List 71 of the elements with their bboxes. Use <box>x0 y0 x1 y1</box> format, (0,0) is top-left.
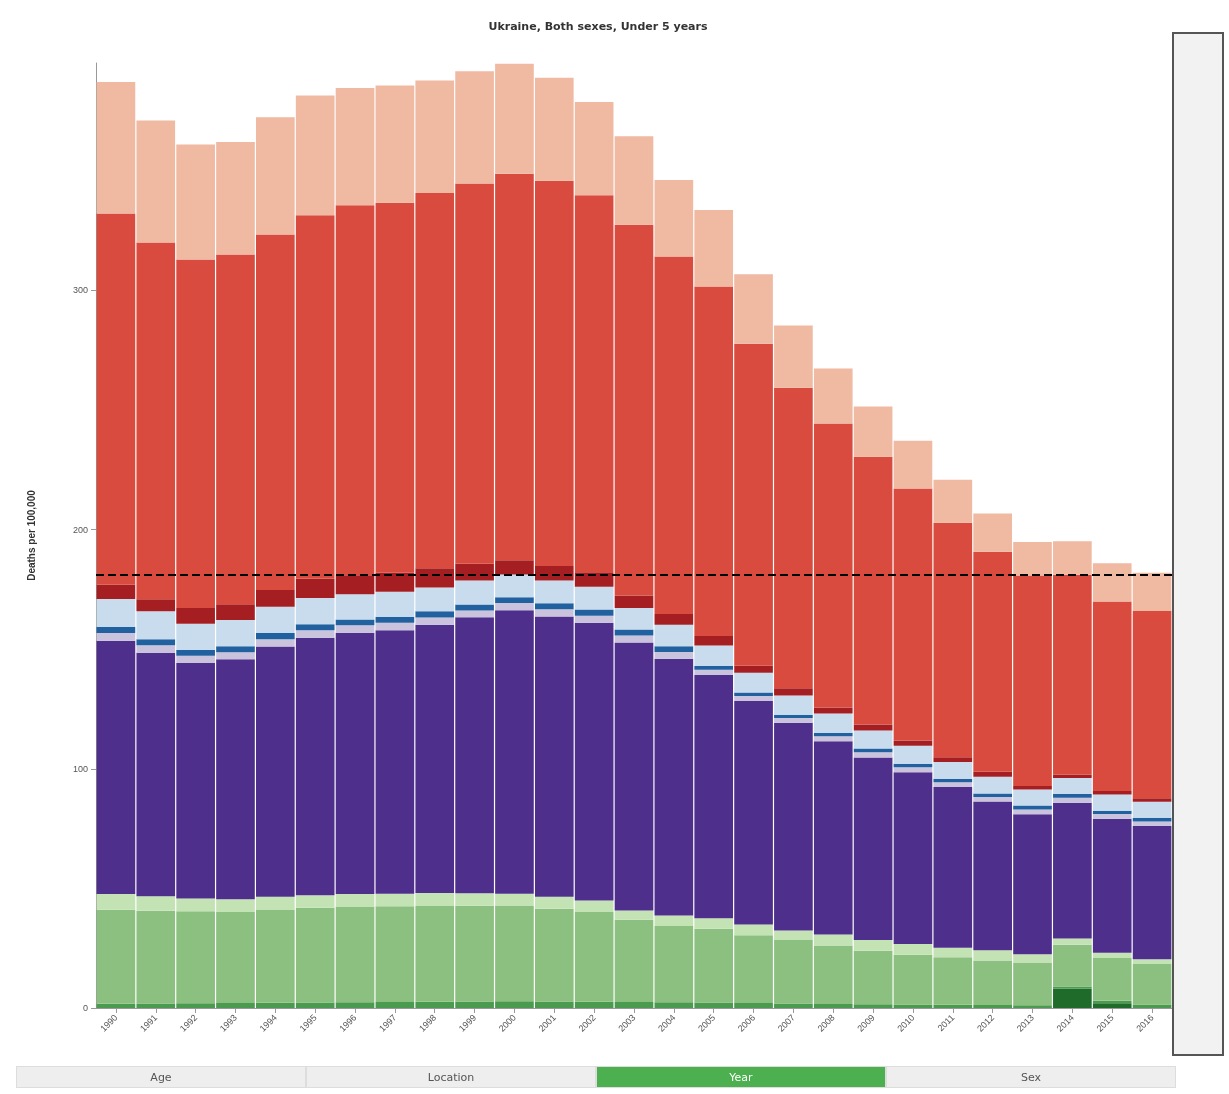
bar <box>455 604 494 611</box>
bar <box>654 646 694 653</box>
bar <box>614 919 654 1003</box>
bar <box>1132 798 1172 802</box>
bar <box>614 607 654 630</box>
bar <box>933 782 973 787</box>
bar <box>1053 797 1092 803</box>
y-tick-label: 0 <box>82 1003 88 1013</box>
bar <box>614 595 654 608</box>
bar <box>774 714 813 719</box>
bar <box>614 1002 654 1008</box>
bar <box>933 757 973 763</box>
bar <box>654 652 694 659</box>
y-axis-title: Deaths per 100,000 <box>25 489 37 581</box>
bar <box>933 778 973 783</box>
bar <box>734 665 773 673</box>
bar <box>96 584 136 599</box>
bar <box>1053 938 1092 945</box>
bar <box>96 633 136 641</box>
text: Age <box>16 1066 306 1088</box>
bar <box>1092 791 1132 795</box>
bar <box>136 645 176 653</box>
bar <box>694 645 734 666</box>
bar <box>734 696 773 702</box>
chart-title: Ukraine, Both sexes, Under 5 years <box>488 20 708 33</box>
bar <box>256 639 295 647</box>
bar <box>1092 810 1132 814</box>
text: Sex <box>886 1066 1176 1088</box>
bar <box>534 603 574 610</box>
bar <box>96 626 136 634</box>
bar <box>136 639 176 646</box>
bar <box>694 635 734 646</box>
bar <box>1053 794 1092 798</box>
bar <box>1092 813 1132 819</box>
bar <box>1053 986 1092 989</box>
bar <box>1092 952 1132 958</box>
bar <box>973 796 1012 802</box>
bar <box>574 609 614 616</box>
bar <box>694 665 734 670</box>
text: Year <box>596 1066 886 1088</box>
bar <box>654 613 694 625</box>
bar <box>455 610 494 618</box>
bar <box>853 748 893 753</box>
bar <box>614 136 654 225</box>
y-tick-label: 300 <box>72 285 88 296</box>
bar <box>893 740 933 746</box>
bar <box>774 688 813 696</box>
bar <box>973 771 1012 777</box>
bar <box>1132 1004 1172 1008</box>
text: Location <box>306 1066 596 1088</box>
bar <box>654 624 694 647</box>
bar <box>614 224 654 596</box>
bar <box>813 736 853 742</box>
bar <box>774 718 813 723</box>
bar <box>1132 959 1172 964</box>
bar <box>1013 809 1052 815</box>
bar <box>893 767 933 773</box>
bar <box>614 629 654 636</box>
bar <box>853 752 893 758</box>
bar <box>734 692 773 697</box>
bar <box>614 910 654 920</box>
y-tick-label: 200 <box>72 524 88 535</box>
bar <box>734 672 773 693</box>
y-tick-label: 100 <box>72 763 88 774</box>
bar <box>256 633 295 640</box>
bar <box>495 597 534 603</box>
bar <box>614 642 654 911</box>
bar <box>1132 821 1172 826</box>
bar <box>694 669 734 675</box>
bar <box>1013 785 1052 790</box>
bar <box>973 793 1012 797</box>
